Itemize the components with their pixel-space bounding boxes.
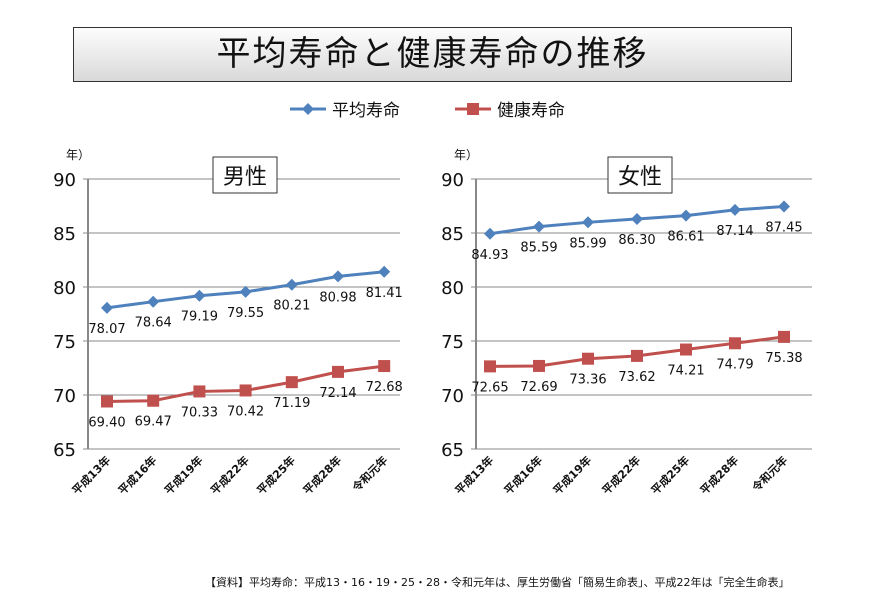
x-tick-label: 平成16年	[501, 453, 545, 497]
panel-title-box	[607, 156, 673, 194]
data-label: 73.36	[569, 373, 606, 388]
y-tick-label: 85	[441, 224, 464, 245]
x-tick-label: 平成28年	[300, 453, 344, 497]
data-point	[582, 216, 594, 229]
data-point	[147, 295, 160, 308]
data-label: 79.19	[181, 310, 218, 325]
data-label: 74.79	[716, 357, 753, 372]
data-point	[484, 227, 496, 240]
data-point	[101, 395, 113, 408]
data-point	[378, 360, 391, 373]
data-label: 81.41	[366, 286, 403, 301]
x-tick-label: 平成16年	[115, 453, 159, 497]
data-label: 75.38	[765, 351, 802, 366]
data-label: 72.14	[319, 386, 356, 401]
data-point	[332, 365, 344, 378]
data-point	[778, 200, 790, 213]
x-tick-label: 平成25年	[254, 453, 298, 497]
square-marker-icon	[455, 102, 491, 115]
data-label: 84.93	[471, 248, 508, 263]
legend-item-average-lifespan: 平均寿命	[290, 96, 400, 121]
y-tick-label: 75	[441, 332, 464, 353]
data-label: 80.98	[319, 290, 356, 305]
data-point	[147, 394, 160, 407]
source-note: 【資料】平均寿命：平成13・16・19・25・28・令和元年は、厚生労働省「簡易…	[205, 576, 790, 589]
legend-item-healthy-lifespan: 健康寿命	[455, 96, 565, 121]
data-point	[239, 384, 252, 397]
y-axis-label: 年）	[66, 148, 90, 162]
data-point	[582, 352, 594, 365]
data-label: 78.07	[88, 322, 125, 337]
data-label: 72.65	[471, 380, 508, 395]
y-tick-label: 80	[53, 278, 76, 299]
data-point	[533, 220, 545, 233]
y-tick-label: 90	[441, 170, 464, 191]
diamond-marker-icon	[290, 102, 326, 115]
data-point	[193, 385, 206, 398]
data-label: 85.59	[520, 241, 557, 256]
x-tick-label: 令和元年	[748, 453, 790, 495]
data-label: 87.45	[765, 221, 802, 236]
y-tick-label: 80	[441, 278, 464, 299]
data-point	[631, 212, 643, 225]
chart-title: 平均寿命と健康寿命の推移	[73, 27, 792, 82]
data-label: 73.62	[618, 370, 655, 385]
data-point	[332, 270, 344, 283]
data-label: 87.14	[716, 224, 753, 239]
data-label: 79.55	[227, 306, 264, 321]
data-label: 80.21	[273, 299, 310, 314]
data-point	[101, 301, 113, 314]
panel-title: 女性	[618, 165, 662, 190]
x-tick-label: 平成22年	[208, 453, 252, 497]
data-label: 69.47	[135, 415, 172, 430]
data-label: 78.64	[135, 316, 172, 331]
y-tick-label: 65	[53, 440, 76, 461]
data-point	[680, 343, 692, 356]
y-axis-label: 年）	[454, 148, 478, 162]
x-tick-label: 平成22年	[599, 453, 643, 497]
data-label: 72.68	[366, 380, 403, 395]
data-point	[193, 289, 206, 302]
data-label: 85.99	[569, 236, 606, 251]
data-point	[378, 265, 391, 278]
data-point	[680, 209, 692, 222]
data-label: 69.40	[88, 415, 125, 430]
data-point	[285, 376, 298, 389]
data-label: 70.42	[227, 404, 264, 419]
y-tick-label: 70	[441, 386, 464, 407]
data-point	[484, 360, 496, 373]
data-point	[729, 203, 741, 216]
legend-label: 平均寿命	[332, 101, 400, 121]
data-point	[239, 285, 252, 298]
x-tick-label: 平成28年	[697, 453, 741, 497]
x-tick-label: 平成19年	[550, 453, 594, 497]
y-tick-label: 65	[441, 440, 464, 461]
y-tick-label: 90	[53, 170, 76, 191]
legend-label: 健康寿命	[497, 101, 565, 121]
panel-title-box	[212, 156, 278, 194]
data-point	[533, 359, 545, 372]
data-label: 74.21	[667, 364, 704, 379]
data-label: 72.69	[520, 380, 557, 395]
y-tick-label: 70	[53, 386, 76, 407]
data-point	[285, 278, 298, 291]
data-label: 71.19	[273, 396, 310, 411]
panel-title: 男性	[223, 165, 267, 190]
y-tick-label: 75	[53, 332, 76, 353]
data-point	[778, 330, 790, 343]
data-point	[631, 349, 643, 362]
data-label: 86.30	[618, 233, 655, 248]
x-tick-label: 令和元年	[349, 453, 391, 495]
x-tick-label: 平成19年	[161, 453, 205, 497]
x-tick-label: 平成25年	[648, 453, 692, 497]
data-label: 70.33	[181, 405, 218, 420]
y-tick-label: 85	[53, 224, 76, 245]
data-label: 86.61	[667, 230, 704, 245]
data-point	[729, 337, 741, 350]
